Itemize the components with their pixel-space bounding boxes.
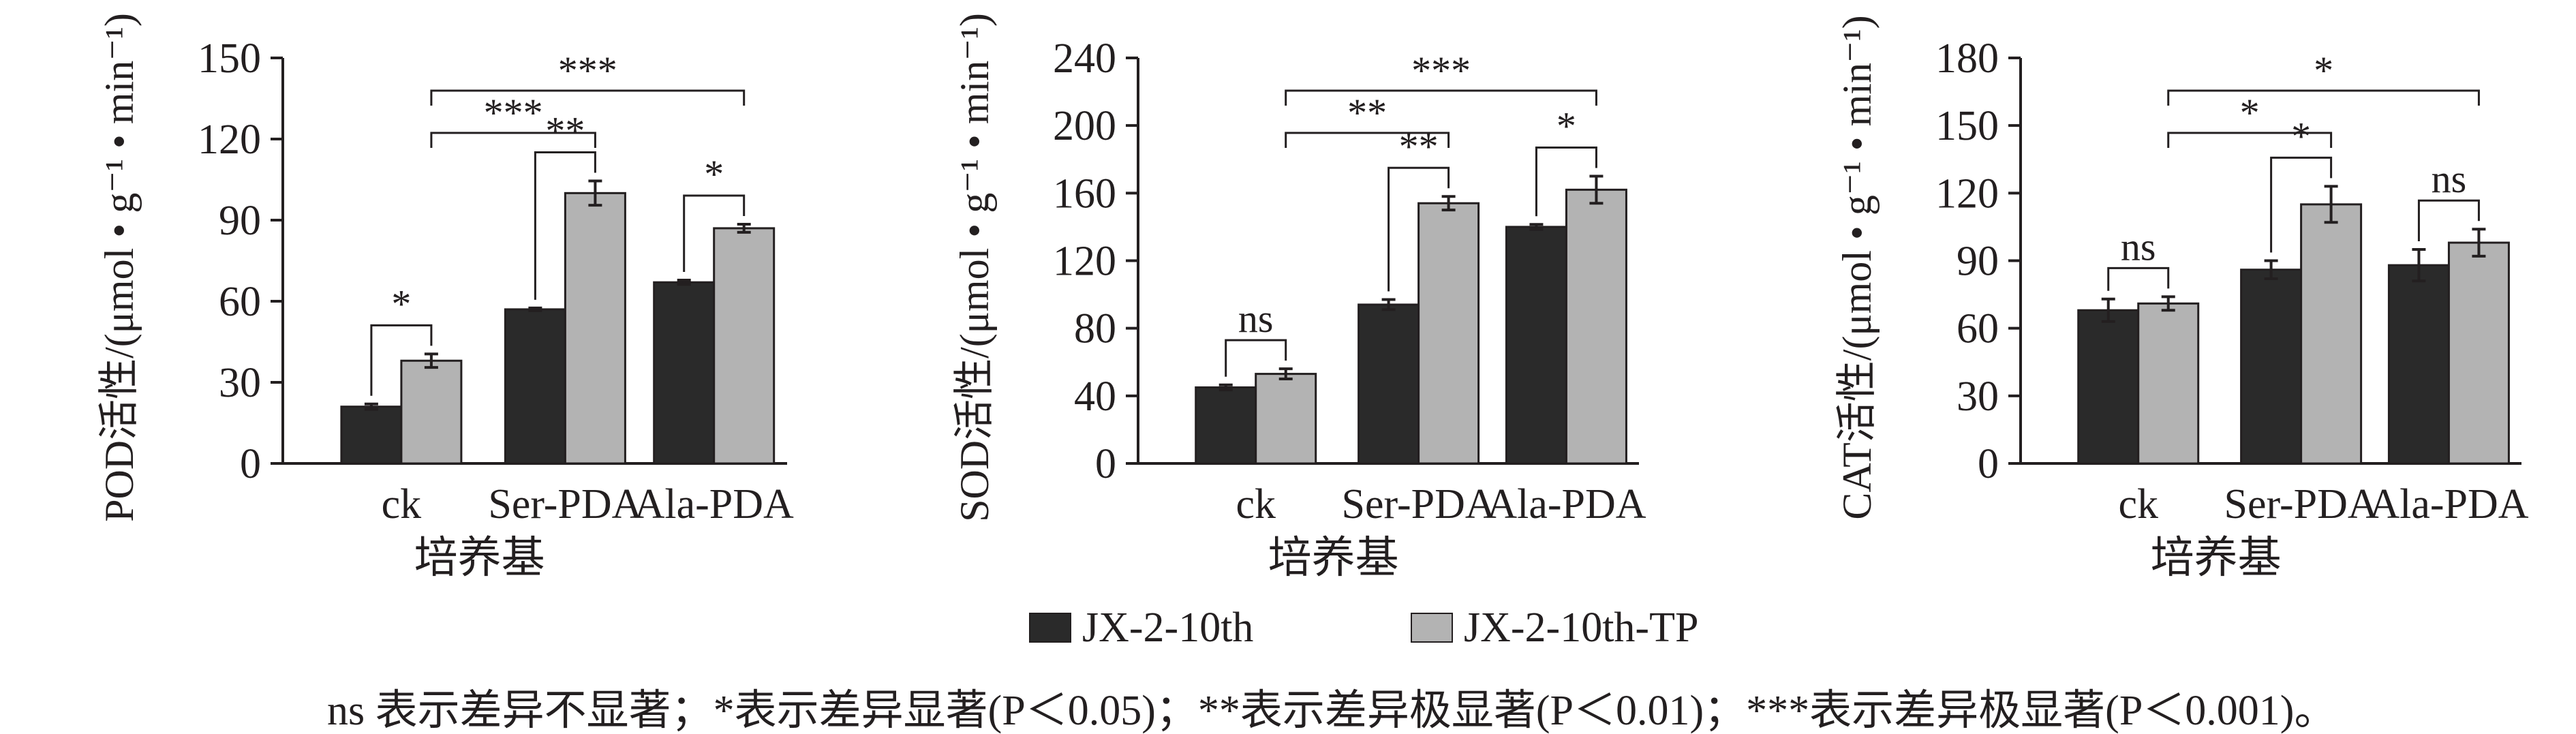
significance-label: * bbox=[2291, 114, 2311, 158]
significance-bracket bbox=[534, 151, 596, 300]
significance-bracket bbox=[683, 194, 746, 273]
y-tick-label: 150 bbox=[1935, 103, 1999, 149]
significance-bracket bbox=[1225, 339, 1287, 377]
y-tick-label: 60 bbox=[1957, 306, 1999, 352]
category-label: ck bbox=[2118, 481, 2158, 527]
x-axis-label: 培养基 bbox=[2151, 534, 2282, 582]
bar bbox=[1358, 303, 1420, 465]
y-tick-label: 0 bbox=[1978, 441, 1999, 487]
bar bbox=[1417, 202, 1480, 465]
y-axis-label: POD活性/(μmol • g⁻¹ • min⁻¹) bbox=[97, 13, 142, 522]
y-tick-label: 120 bbox=[198, 117, 261, 163]
category-label: Ser-PDA bbox=[2224, 481, 2378, 527]
y-axis-label: CAT活性/(μmol • g⁻¹ • min⁻¹) bbox=[1835, 15, 1880, 519]
y-tick-label: 0 bbox=[240, 441, 261, 487]
significance-bracket bbox=[2107, 266, 2170, 291]
significance-label: * bbox=[2314, 48, 2333, 93]
chart-panel-1: 0 30 60 90 120 150 POD活性/(μmol • g⁻¹ • min⁻¹) c… bbox=[97, 13, 794, 582]
significance-label: * bbox=[704, 152, 724, 196]
y-tick-label: 180 bbox=[1935, 35, 1999, 82]
bar bbox=[2137, 302, 2200, 465]
category-label: Ser-PDA bbox=[1342, 481, 1496, 527]
category-label: Ser-PDA bbox=[488, 481, 642, 527]
y-tick-label: 30 bbox=[1957, 373, 1999, 420]
bar bbox=[1195, 386, 1257, 465]
y-tick-label: 40 bbox=[1074, 373, 1116, 420]
bar bbox=[400, 359, 463, 465]
significance-bracket bbox=[430, 89, 746, 106]
bar bbox=[340, 406, 403, 465]
bar bbox=[564, 192, 626, 465]
y-tick-label: 150 bbox=[198, 35, 261, 82]
chart-panel-2: 0 40 80 120 160 200 240 SOD活性/(μmol • g⁻¹ • min… bbox=[952, 13, 1646, 582]
y-tick-label: 30 bbox=[219, 360, 261, 406]
y-tick-label: 160 bbox=[1053, 170, 1116, 217]
bar bbox=[653, 281, 716, 465]
significance-bracket bbox=[430, 132, 596, 148]
significance-label: * bbox=[391, 281, 411, 326]
category-label: ck bbox=[1236, 481, 1276, 527]
significance-bracket bbox=[1387, 166, 1450, 292]
significance-label: *** bbox=[558, 48, 617, 93]
bar bbox=[2240, 269, 2303, 465]
significance-label: * bbox=[2240, 91, 2260, 135]
bar bbox=[2300, 203, 2363, 465]
y-tick-label: 120 bbox=[1053, 239, 1116, 285]
x-axis-label: 培养基 bbox=[1268, 534, 1399, 582]
significance-label: ** bbox=[1347, 91, 1387, 135]
chart-panel-3: 0 30 60 90 120 150 180 CAT活性/(μmol • g⁻¹ • min⁻… bbox=[1835, 15, 2529, 582]
category-label: Ala-PDA bbox=[2369, 481, 2528, 527]
significance-label: ns bbox=[2121, 224, 2156, 269]
bar bbox=[2387, 264, 2450, 465]
category-label: Ala-PDA bbox=[1486, 481, 1646, 527]
significance-label: ** bbox=[1399, 124, 1439, 168]
y-tick-label: 80 bbox=[1074, 306, 1116, 352]
category-label: Ala-PDA bbox=[634, 481, 794, 527]
bar bbox=[1565, 188, 1627, 465]
significance-bracket bbox=[2167, 89, 2480, 106]
significance-label: *** bbox=[484, 91, 543, 135]
category-label: ck bbox=[382, 481, 422, 527]
bar bbox=[713, 227, 776, 465]
y-tick-label: 90 bbox=[1957, 239, 1999, 285]
significance-label: * bbox=[1557, 104, 1576, 149]
bar bbox=[2077, 309, 2140, 465]
y-tick-label: 120 bbox=[1935, 170, 1999, 217]
bar bbox=[1505, 226, 1567, 465]
significance-bracket bbox=[1535, 147, 1597, 217]
y-tick-label: 0 bbox=[1095, 441, 1116, 487]
bar bbox=[2447, 241, 2510, 465]
bar bbox=[504, 308, 566, 465]
significance-bracket bbox=[1285, 132, 1450, 148]
significance-label: *** bbox=[1411, 48, 1471, 93]
y-axis-label: SOD活性/(μmol • g⁻¹ • min⁻¹) bbox=[952, 13, 997, 522]
bar bbox=[1255, 373, 1317, 465]
x-axis-label: 培养基 bbox=[414, 534, 545, 582]
significance-label: ns bbox=[2432, 157, 2467, 201]
significance-bracket bbox=[2417, 199, 2480, 241]
significance-bracket bbox=[2167, 132, 2333, 148]
y-tick-label: 200 bbox=[1053, 103, 1116, 149]
significance-note: ns 表示差异不显著；*表示差异显著(P＜0.05)；**表示差异极显著(P＜0… bbox=[327, 688, 2337, 734]
significance-bracket bbox=[370, 324, 433, 396]
y-tick-label: 90 bbox=[219, 198, 261, 244]
y-tick-label: 240 bbox=[1053, 35, 1116, 82]
significance-bracket bbox=[2270, 156, 2333, 253]
significance-bracket bbox=[1285, 89, 1597, 106]
y-tick-label: 60 bbox=[219, 279, 261, 325]
significance-label: ** bbox=[545, 108, 585, 153]
significance-label: ns bbox=[1238, 296, 1274, 341]
